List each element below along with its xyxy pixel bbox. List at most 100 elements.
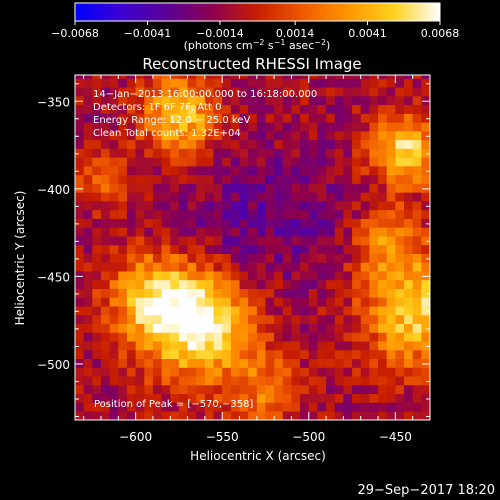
heatmap-cell (118, 393, 128, 403)
heatmap-cell (178, 393, 188, 403)
heatmap-cell (248, 323, 258, 333)
heatmap-cell (256, 297, 266, 307)
heatmap-cell (291, 209, 301, 219)
heatmap-cell (386, 157, 396, 167)
heatmap-cell (378, 358, 388, 368)
heatmap-cell (352, 96, 362, 106)
heatmap-cell (386, 183, 396, 193)
heatmap-cell (248, 122, 258, 132)
heatmap-cell (75, 166, 84, 176)
heatmap-cell (386, 244, 396, 254)
heatmap-cell (386, 192, 396, 202)
heatmap-cell (300, 122, 310, 132)
annotation-detectors: Detectors: 1F 6F 7F, Att 0 (93, 102, 221, 113)
heatmap-cell (126, 157, 136, 167)
heatmap-cell (170, 349, 180, 360)
heatmap-cell (404, 376, 413, 386)
heatmap-cell (92, 209, 102, 219)
heatmap-cell (75, 253, 84, 263)
heatmap-cell (326, 314, 336, 324)
heatmap-cell (343, 174, 353, 184)
heatmap-cell (326, 288, 336, 298)
heatmap-cell (83, 314, 93, 324)
heatmap-cell (369, 131, 379, 141)
heatmap-cell (126, 288, 136, 298)
heatmap-cell (412, 183, 422, 193)
heatmap-cell (144, 236, 154, 246)
heatmap-cell (282, 201, 292, 211)
heatmap-cell (170, 297, 180, 307)
heatmap-cell (230, 209, 240, 219)
heatmap-cell (100, 75, 110, 79)
y-tick-label: −450 (37, 270, 70, 284)
heatmap-cell (300, 236, 310, 246)
heatmap-cell (412, 244, 422, 254)
heatmap-cell (421, 148, 430, 158)
heatmap-cell (326, 358, 336, 368)
heatmap-cell (404, 78, 413, 88)
heatmap-cell (204, 104, 214, 114)
heatmap-cell (395, 87, 405, 97)
heatmap-cell (386, 367, 396, 377)
heatmap-cell (213, 96, 223, 106)
heatmap-cell (196, 297, 206, 307)
heatmap-cell (317, 288, 327, 298)
heatmap-cell (126, 139, 136, 149)
heatmap-cell (118, 131, 128, 141)
heatmap-cell (196, 244, 206, 254)
heatmap-cell (248, 332, 258, 342)
colorbar-tick-label: 0.0014 (276, 27, 315, 40)
heatmap-cell (308, 113, 318, 123)
heatmap-cell (248, 411, 258, 420)
heatmap-cell (92, 341, 102, 351)
heatmap-cell (395, 279, 405, 289)
heatmap-cell (109, 183, 119, 193)
heatmap-cell (213, 139, 223, 149)
heatmap-cell (187, 201, 197, 211)
heatmap-cell (404, 201, 413, 211)
heatmap-cell (386, 393, 396, 403)
heatmap-cell (326, 96, 336, 106)
heatmap-cell (256, 384, 266, 395)
heatmap-cell (118, 297, 128, 307)
heatmap-cell (239, 376, 249, 386)
heatmap-cell (161, 376, 171, 386)
heatmap-cell (326, 367, 336, 377)
heatmap-cell (308, 78, 318, 88)
heatmap-cell (291, 306, 301, 316)
heatmap-cell (118, 236, 128, 246)
heatmap-cell (222, 262, 232, 272)
heatmap-cell (239, 253, 249, 263)
heatmap-cell (421, 402, 430, 412)
heatmap-cell (126, 332, 136, 342)
heatmap-cell (378, 96, 388, 106)
heatmap-cell (161, 271, 171, 281)
heatmap-cell (213, 183, 223, 193)
heatmap-cell (187, 288, 197, 298)
heatmap-cell (161, 349, 171, 360)
heatmap-cell (152, 314, 162, 324)
heatmap-cell (256, 253, 266, 263)
heatmap-cell (161, 236, 171, 246)
heatmap-cell (170, 271, 180, 281)
heatmap-cell (204, 297, 214, 307)
heatmap-cell (222, 183, 232, 193)
heatmap-cell (308, 253, 318, 263)
heatmap-cell (352, 367, 362, 377)
heatmap-cell (196, 157, 206, 167)
heatmap-cell (178, 236, 188, 246)
heatmap-cell (395, 297, 405, 307)
heatmap-cell (92, 297, 102, 307)
heatmap-cell (326, 341, 336, 351)
heatmap-cell (334, 236, 344, 246)
heatmap-cell (248, 253, 258, 263)
heatmap-cell (152, 367, 162, 377)
heatmap-cell (369, 236, 379, 246)
heatmap-cell (404, 183, 413, 193)
heatmap-cell (109, 122, 119, 132)
heatmap-cell (274, 148, 284, 158)
heatmap-cell (100, 244, 110, 254)
heatmap-cell (144, 87, 154, 97)
heatmap-cell (274, 367, 284, 377)
annotation-block: 14−Jan−2013 16:00:00.000 to 16:18:00.000… (93, 89, 317, 139)
